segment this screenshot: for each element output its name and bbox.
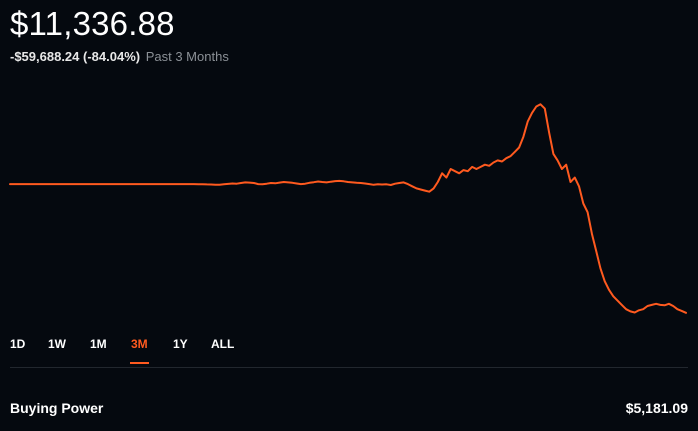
range-tab-3m[interactable]: 3M	[130, 337, 149, 364]
range-tab-1w[interactable]: 1W	[48, 337, 66, 351]
chart-svg	[9, 103, 687, 314]
change-row: -$59,688.24 (-84.04%) Past 3 Months	[10, 48, 229, 66]
range-tab-1m[interactable]: 1M	[90, 337, 107, 351]
buying-power-row[interactable]: Buying Power $5,181.09	[10, 400, 688, 416]
divider	[10, 367, 688, 368]
range-tab-1d[interactable]: 1D	[10, 337, 26, 351]
range-tab-all[interactable]: ALL	[211, 337, 235, 351]
buying-power-value: $5,181.09	[625, 400, 688, 416]
portfolio-value-line	[9, 103, 687, 314]
portfolio-header: $11,336.88 -$59,688.24 (-84.04%) Past 3 …	[10, 4, 229, 66]
portfolio-chart[interactable]	[0, 90, 698, 330]
buying-power-label: Buying Power	[10, 400, 104, 416]
change-period: Past 3 Months	[145, 49, 229, 64]
portfolio-balance: $11,336.88	[10, 5, 175, 42]
change-value: -$59,688.24 (-84.04%)	[10, 49, 141, 64]
range-tab-1y[interactable]: 1Y	[173, 337, 188, 351]
